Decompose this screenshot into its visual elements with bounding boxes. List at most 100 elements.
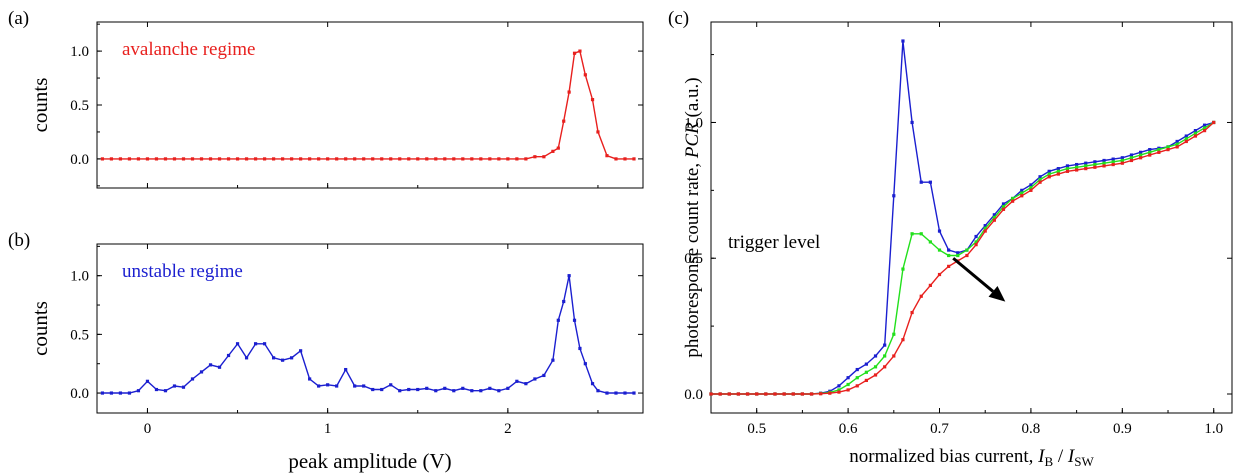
data-point <box>956 251 960 255</box>
data-point <box>1065 164 1070 168</box>
data-point <box>614 157 618 161</box>
data-point <box>479 389 483 393</box>
data-point <box>407 157 411 161</box>
data-point <box>937 248 942 252</box>
data-point <box>1193 131 1198 135</box>
series-line-0 <box>102 50 634 160</box>
data-point <box>1193 129 1198 133</box>
panel-label: (a) <box>8 8 29 29</box>
data-point <box>542 155 546 159</box>
data-point <box>199 157 204 161</box>
data-point <box>1093 165 1097 169</box>
data-point <box>556 146 560 150</box>
data-point <box>1120 158 1124 163</box>
data-point <box>1029 188 1033 192</box>
data-point <box>791 392 795 396</box>
data-point <box>217 157 222 161</box>
x-axis-label: normalized bias current, IB / ISW <box>849 446 1094 469</box>
y-tick-label: 0.0 <box>684 387 703 403</box>
data-point <box>873 373 878 377</box>
data-point <box>567 90 571 94</box>
y-tick-label: 0.0 <box>70 386 89 402</box>
data-point <box>892 354 896 358</box>
data-point <box>407 387 411 392</box>
data-point <box>718 392 722 396</box>
data-point <box>452 157 456 161</box>
data-point <box>864 370 868 374</box>
data-point <box>1011 196 1015 201</box>
data-point <box>910 310 914 315</box>
data-point <box>1138 153 1143 157</box>
x-tick-label: 0.7 <box>930 421 949 437</box>
data-point <box>1001 202 1006 206</box>
data-point <box>371 387 375 392</box>
data-point <box>919 180 923 184</box>
data-point <box>1166 145 1170 149</box>
data-point <box>1202 123 1207 127</box>
data-point <box>1056 172 1060 176</box>
data-point <box>837 388 841 392</box>
data-point <box>244 157 249 161</box>
plot-frame <box>96 243 644 414</box>
data-point <box>362 384 366 388</box>
data-point <box>1111 162 1115 167</box>
data-point <box>118 157 123 161</box>
data-point <box>583 73 587 77</box>
data-point <box>506 157 510 161</box>
data-point <box>1157 150 1161 154</box>
data-point <box>145 157 150 161</box>
plot-frame <box>710 21 1233 414</box>
data-point <box>928 240 932 244</box>
data-point <box>271 356 276 360</box>
x-tick-label: 2 <box>504 421 512 437</box>
data-point <box>1175 139 1179 144</box>
data-point <box>443 386 447 390</box>
data-point <box>470 389 474 393</box>
data-point <box>136 157 141 161</box>
data-point <box>1047 175 1051 179</box>
data-point <box>226 157 231 161</box>
data-point <box>380 387 384 392</box>
data-point <box>764 392 768 396</box>
data-point <box>937 272 942 277</box>
data-point <box>864 362 868 366</box>
data-point <box>353 157 357 161</box>
x-axis-label-part: B <box>1044 454 1053 469</box>
annotation-text: avalanche regime <box>122 39 255 60</box>
data-point <box>389 157 393 161</box>
data-point <box>883 343 887 347</box>
data-point <box>1102 164 1106 168</box>
data-point <box>190 377 195 381</box>
y-axis-label: photoresponse count rate, PCR (a.u.) <box>682 77 703 357</box>
y-tick-label: 0.0 <box>70 152 89 168</box>
data-point <box>244 356 249 360</box>
data-point <box>515 379 519 383</box>
data-point <box>533 155 537 159</box>
data-point <box>253 157 258 161</box>
data-point <box>1093 160 1097 164</box>
data-point <box>299 349 303 353</box>
data-point <box>416 387 420 392</box>
y-tick-label: 0.5 <box>684 251 703 267</box>
data-point <box>855 367 859 372</box>
data-point <box>956 253 960 258</box>
data-point <box>1056 169 1060 173</box>
data-point <box>578 49 582 53</box>
data-point <box>1075 165 1079 169</box>
data-point <box>983 224 987 228</box>
x-tick-label: 1.0 <box>1204 421 1223 437</box>
x-tick-label: 0.9 <box>1113 421 1132 437</box>
data-point <box>992 215 996 220</box>
data-point <box>937 229 942 233</box>
data-point <box>947 248 951 252</box>
data-point <box>1056 167 1060 171</box>
data-point <box>632 157 636 161</box>
data-point <box>425 386 429 390</box>
data-point <box>506 386 510 390</box>
data-point <box>1065 169 1070 173</box>
data-point <box>524 157 528 161</box>
data-point <box>974 234 978 239</box>
data-point <box>1093 162 1097 167</box>
panel-label: (b) <box>8 230 30 251</box>
data-point <box>873 365 878 369</box>
